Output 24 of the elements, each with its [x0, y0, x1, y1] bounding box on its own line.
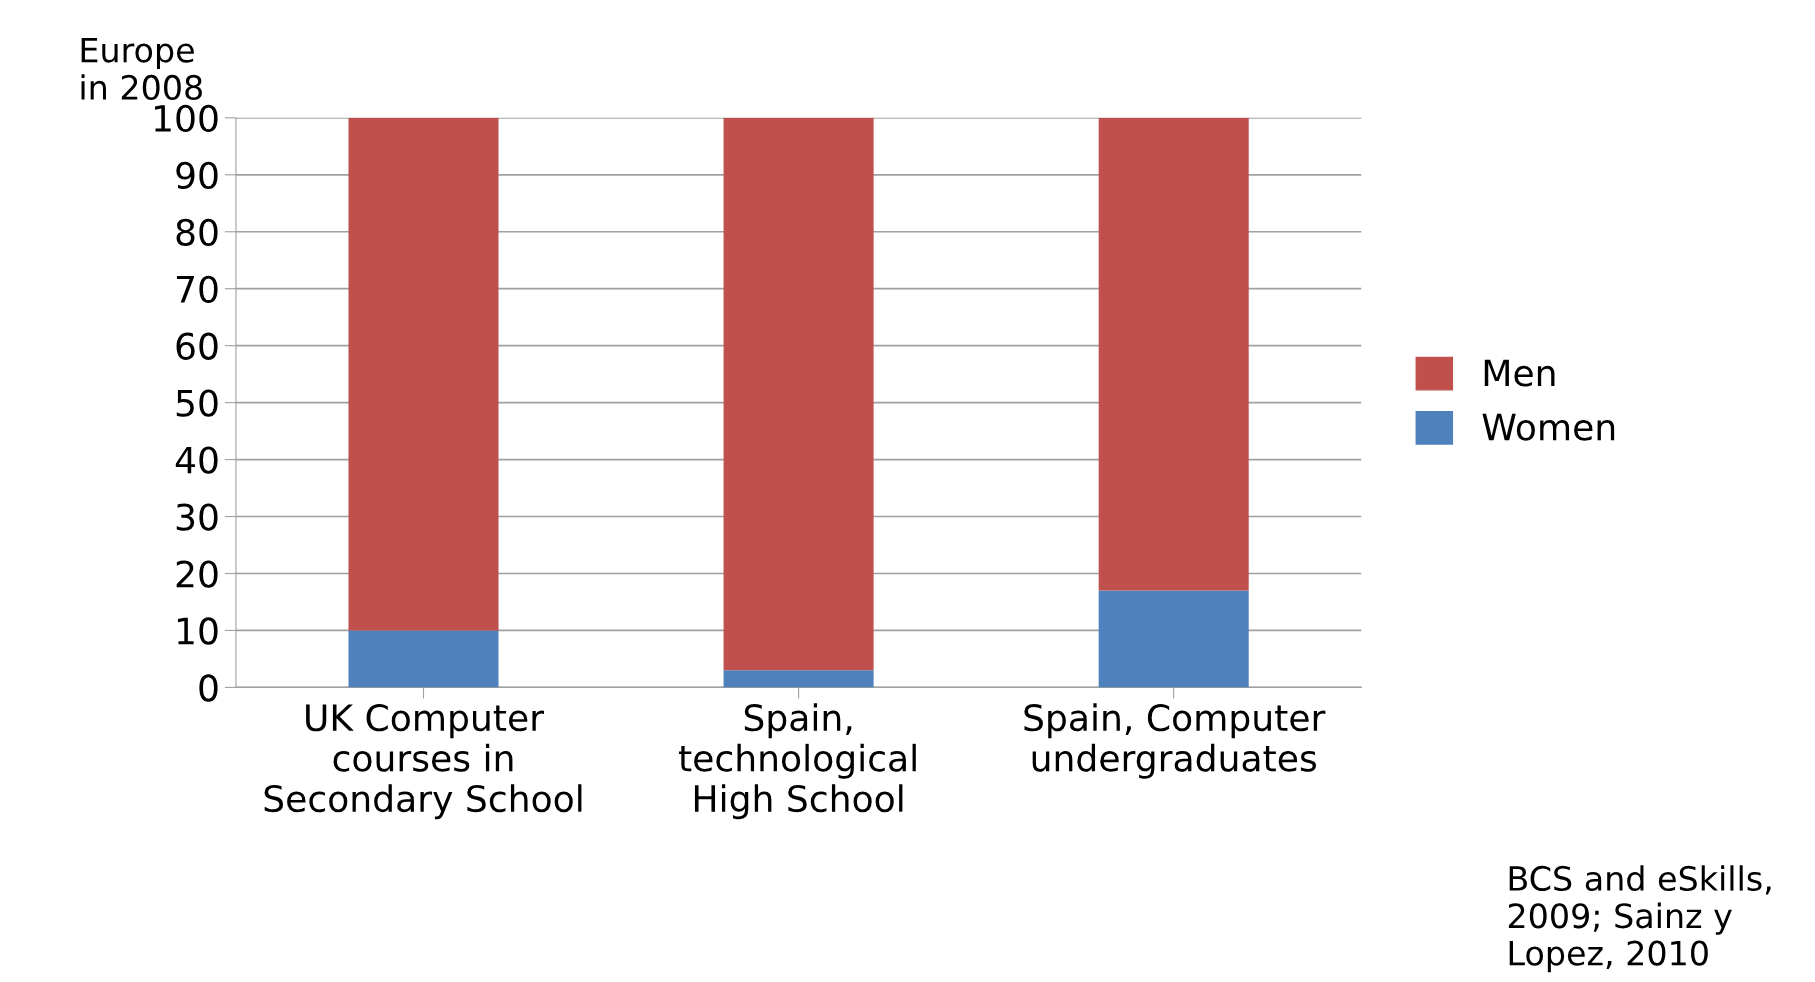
bar — [723, 117, 874, 671]
x-tick-label: UK Computer courses in Secondary School — [264, 704, 582, 820]
bar — [348, 117, 499, 631]
y-tick-label: 30 — [176, 503, 218, 531]
y-tick-label: 10 — [177, 617, 218, 645]
y-tick-label: 50 — [176, 389, 218, 417]
y-tick-label: 40 — [175, 446, 218, 474]
y-tick-label: 20 — [176, 560, 218, 588]
bar — [1098, 590, 1249, 688]
bar — [723, 670, 874, 688]
bar — [1098, 117, 1249, 591]
x-tick-label: Spain, technological High School — [678, 703, 916, 820]
y-tick-label: 70 — [176, 275, 218, 303]
text: BCS and eSkills, 2009; Sainz y Lopez, 2010 — [1508, 865, 1771, 973]
legend-label: Women — [1482, 413, 1615, 441]
y-tick-label: 100 — [155, 104, 218, 133]
y-tick-label: 60 — [176, 332, 218, 360]
y-tick-label: 90 — [176, 161, 218, 190]
bar — [348, 630, 499, 688]
x-tick-label: Spain, Computer undergraduates — [1024, 703, 1326, 779]
y-tick-label: 80 — [176, 218, 218, 246]
y-axis-title: Europe in 2008 — [81, 37, 202, 100]
legend-label: Men — [1484, 359, 1555, 387]
y-tick-label: 0 — [199, 674, 218, 702]
